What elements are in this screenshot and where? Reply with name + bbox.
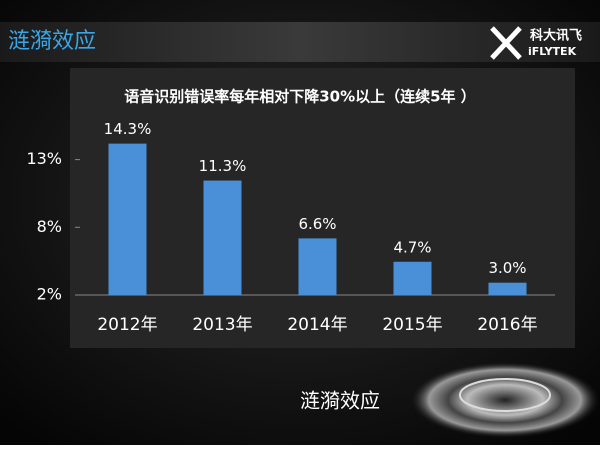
header-bar [0, 22, 600, 62]
bar [298, 238, 337, 295]
value-label: 11.3% [199, 157, 247, 175]
value-label: 3.0% [488, 259, 526, 277]
x-tick-label: 2016年 [477, 315, 537, 335]
bar [203, 180, 242, 295]
x-tick-label: 2014年 [287, 315, 347, 335]
y-tick-label: 13% [26, 149, 62, 168]
chart-title: 语音识别错误率每年相对下降30%以上（连续5年 ） [124, 88, 476, 106]
logo-en: iFLYTEK [528, 45, 577, 58]
x-tick-label: 2013年 [192, 315, 252, 335]
value-label: 14.3% [104, 120, 152, 138]
bar [108, 143, 147, 295]
logo-cn: 科大讯飞 [530, 28, 582, 44]
logo-mark [490, 26, 522, 60]
value-label: 6.6% [298, 215, 336, 233]
header-title: 涟漪效应 [8, 29, 96, 54]
ripple-ring [459, 378, 551, 412]
x-tick-label: 2012年 [97, 315, 157, 335]
bar [393, 261, 432, 295]
caption: 涟漪效应 [300, 389, 380, 413]
y-tick-label: 8% [37, 217, 62, 236]
bar [488, 282, 527, 295]
y-tick-label: 2% [37, 285, 62, 304]
chart-panel [70, 68, 575, 348]
ripple-image [410, 362, 600, 438]
value-label: 4.7% [393, 238, 431, 256]
x-tick-label: 2015年 [382, 315, 442, 335]
